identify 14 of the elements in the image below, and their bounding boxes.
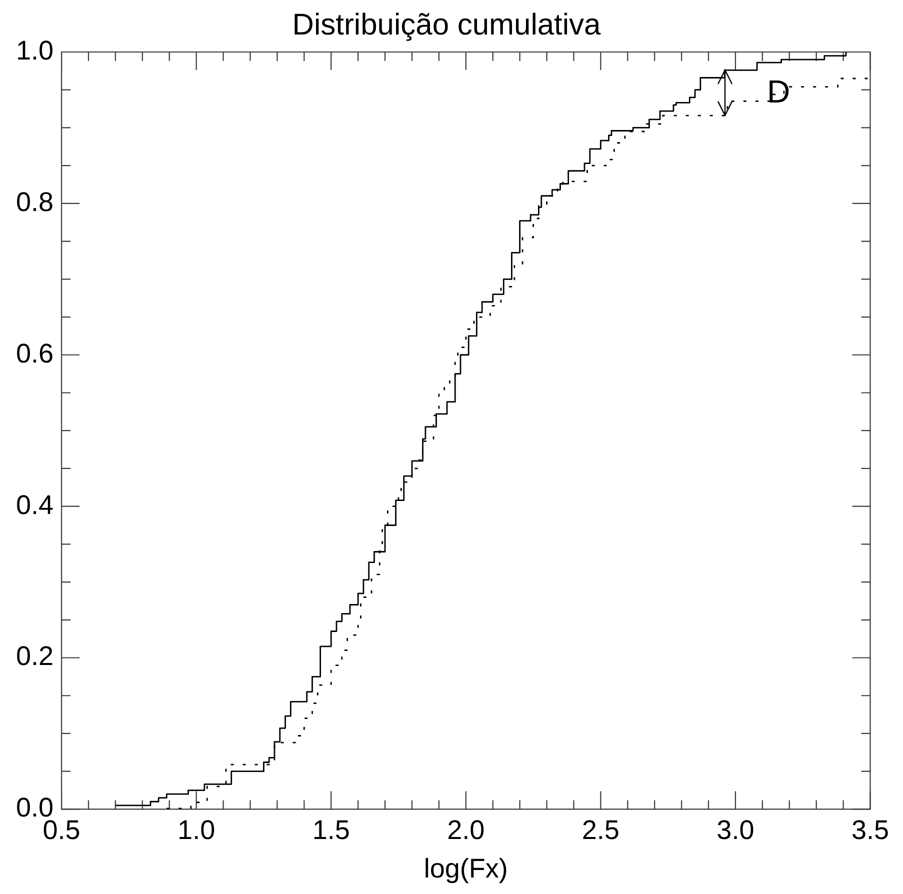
x-tick-label: 2.5 [582, 814, 620, 845]
y-tick-label: 1.0 [16, 35, 54, 66]
chart-title: Distribuição cumulativa [292, 8, 602, 42]
x-tick-label: 2.0 [447, 814, 485, 845]
x-tick-label: 1.5 [312, 814, 350, 845]
y-tick-label: 0.4 [16, 490, 54, 520]
y-tick-label: 0.2 [16, 641, 54, 672]
x-tick-label: 3.0 [716, 814, 754, 845]
y-tick-label: 0.8 [16, 186, 54, 217]
x-axis-title: log(Fx) [424, 853, 508, 884]
x-tick-label: 3.5 [851, 814, 890, 845]
x-tick-label: 1.0 [178, 814, 216, 845]
y-tick-label: 0.6 [16, 338, 54, 368]
annotation: D [767, 73, 790, 110]
